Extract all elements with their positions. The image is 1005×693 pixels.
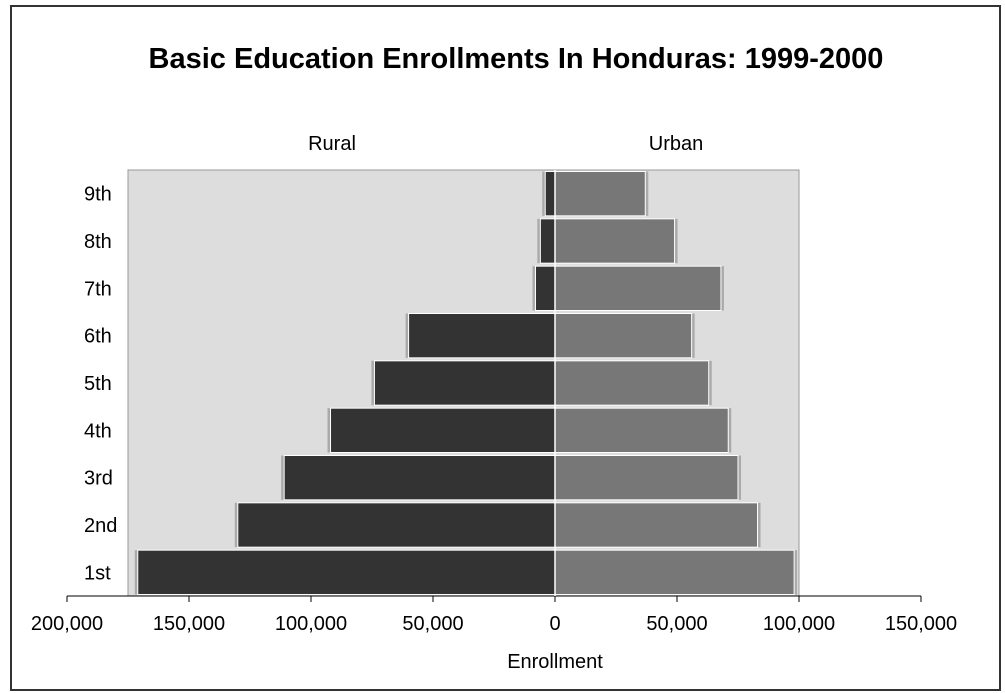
- bar-rural-1st: [137, 549, 556, 596]
- category-label-8th: 8th: [84, 231, 112, 253]
- x-tick-label: 50,000: [402, 613, 463, 635]
- bar-rural-6th: [408, 313, 556, 359]
- bar-rural-5th: [373, 360, 556, 406]
- bars: [134, 171, 798, 596]
- bar-urban-3rd: [554, 455, 739, 501]
- category-label-3rd: 3rd: [84, 468, 113, 490]
- category-label-7th: 7th: [84, 278, 112, 300]
- bar-urban-1st: [554, 549, 795, 596]
- category-label-9th: 9th: [84, 184, 112, 206]
- bar-urban-4th: [554, 407, 729, 453]
- series-label-rural: Rural: [308, 133, 356, 155]
- x-tick-label: 0: [549, 613, 560, 635]
- x-ticks: 200,000 150,000 100,000 50,000 0 50,000 100,00…: [31, 596, 957, 635]
- bar-urban-7th: [554, 265, 722, 311]
- bar-rural-8th: [539, 218, 556, 264]
- bar-rural-9th: [544, 171, 556, 217]
- bar-urban-5th: [554, 360, 710, 406]
- x-tick-label: 50,000: [646, 613, 707, 635]
- category-labels: 1st 2nd 3rd 4th 5th 6th 7th 8th 9th: [84, 184, 117, 585]
- bar-rural-4th: [330, 407, 556, 453]
- x-axis-label: Enrollment: [507, 651, 603, 673]
- category-label-6th: 6th: [84, 326, 112, 348]
- x-tick-label: 150,000: [153, 613, 225, 635]
- bar-urban-2nd: [554, 502, 759, 548]
- x-tick-label: 150,000: [885, 613, 957, 635]
- bar-rural-2nd: [237, 502, 556, 548]
- bar-rural-7th: [534, 265, 556, 311]
- bar-urban-8th: [554, 218, 676, 264]
- category-label-1st: 1st: [84, 562, 111, 584]
- bar-urban-9th: [554, 171, 646, 217]
- x-tick-label: 100,000: [763, 613, 835, 635]
- side-labels: Rural Urban: [308, 133, 703, 155]
- category-label-2nd: 2nd: [84, 515, 117, 537]
- bar-rural-3rd: [283, 455, 556, 501]
- category-label-5th: 5th: [84, 373, 112, 395]
- category-label-4th: 4th: [84, 420, 112, 442]
- chart-title: Basic Education Enrollments In Honduras:…: [149, 43, 884, 75]
- x-tick-label: 100,000: [275, 613, 347, 635]
- x-tick-label: 200,000: [31, 613, 103, 635]
- series-label-urban: Urban: [649, 133, 703, 155]
- bar-urban-6th: [554, 313, 693, 359]
